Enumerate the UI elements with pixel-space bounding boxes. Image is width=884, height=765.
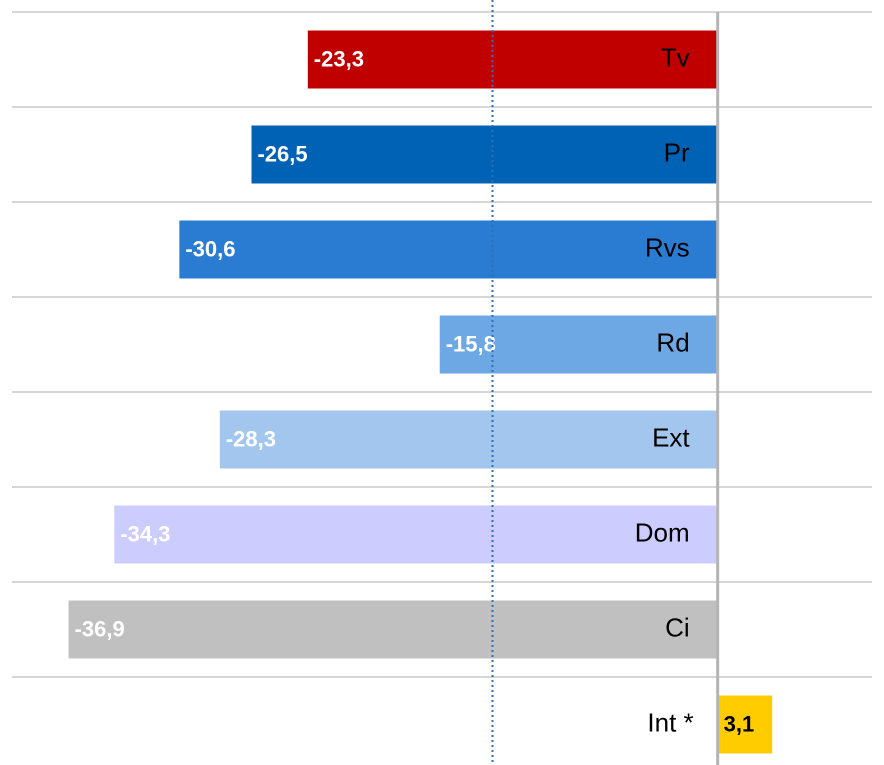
value-label: 3,1 [724,711,755,736]
category-label: Pr [664,137,690,167]
bar [717,695,773,754]
bar [114,505,718,564]
category-label: Rd [656,327,689,357]
category-label: Rvs [645,232,690,262]
category-label: Dom [635,517,690,547]
bar [251,125,718,184]
category-label: Ext [652,422,690,452]
bar [439,315,718,374]
bar [219,410,718,469]
value-label: -30,6 [185,236,235,261]
category-label: Int * [647,707,693,737]
value-label: -36,9 [75,616,125,641]
value-label: -15,8 [446,331,496,356]
value-label: -26,5 [257,141,307,166]
value-label: -23,3 [314,46,364,71]
bar [68,600,718,659]
value-label: -28,3 [226,426,276,451]
bar [179,220,718,279]
bar [307,30,718,89]
value-label: -34,3 [120,521,170,546]
category-label: Ci [665,612,690,642]
category-label: Tv [661,42,690,72]
